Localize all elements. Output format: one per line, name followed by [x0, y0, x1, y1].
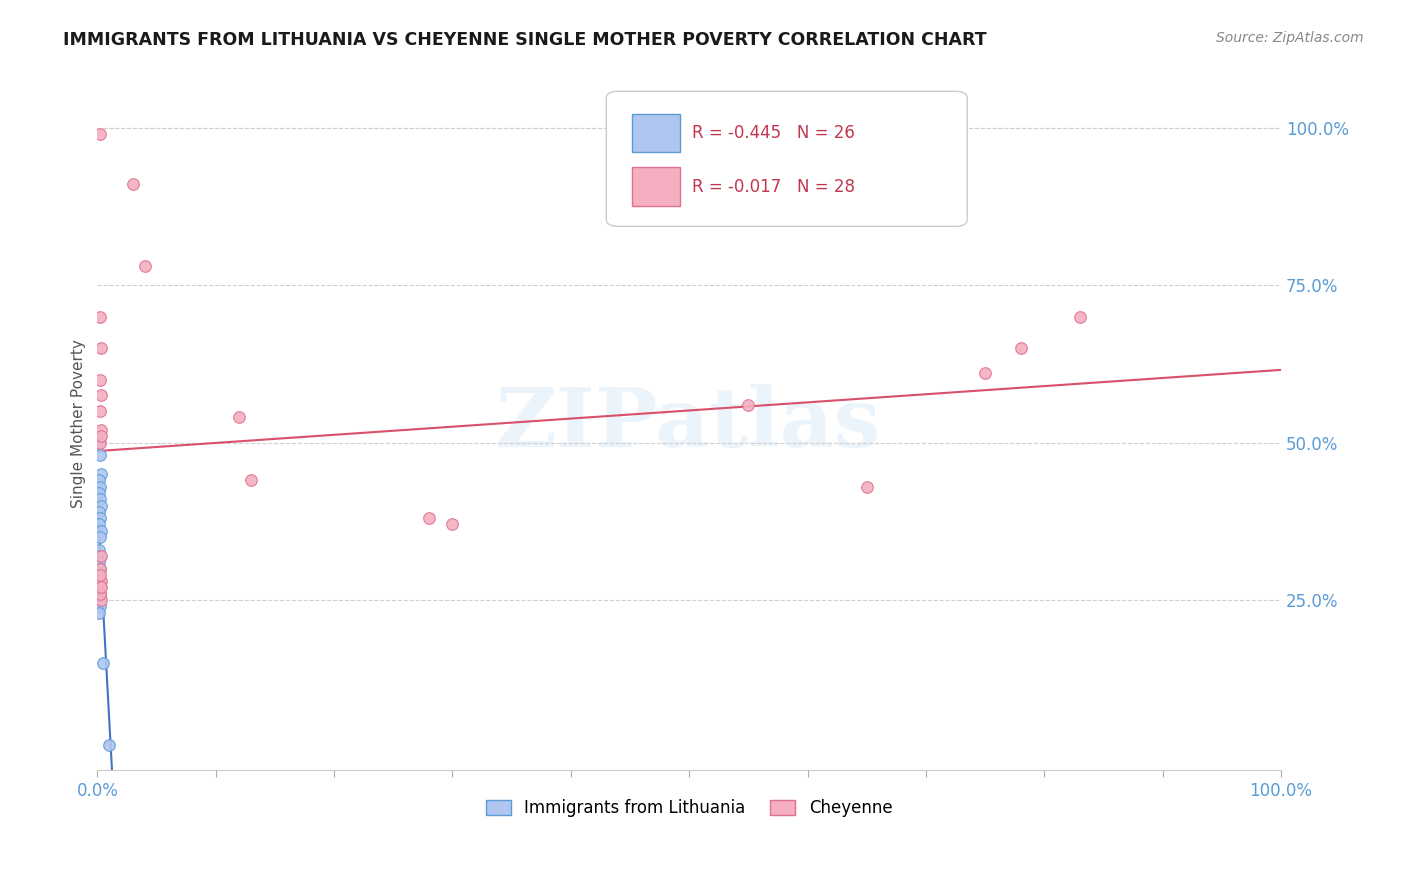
FancyBboxPatch shape [633, 114, 679, 153]
Y-axis label: Single Mother Poverty: Single Mother Poverty [72, 339, 86, 508]
Point [87, 593, 110, 607]
Point [87, 581, 110, 595]
Point [89, 492, 111, 507]
Point [87, 567, 110, 582]
Point [98, 738, 121, 752]
Point [90, 499, 112, 513]
Point [90, 388, 112, 402]
Point [87, 486, 110, 500]
Point [91, 656, 114, 670]
Point [89, 599, 111, 614]
Point [87, 517, 110, 532]
Point [87, 606, 110, 620]
Point [90, 524, 112, 538]
Point [90, 574, 112, 588]
Point [89, 511, 111, 525]
Point [89, 587, 111, 601]
Point [87, 435, 110, 450]
FancyBboxPatch shape [606, 91, 967, 227]
Point [89, 561, 111, 575]
Point [240, 474, 263, 488]
Point [89, 127, 111, 141]
Point [418, 511, 440, 525]
Point [89, 587, 111, 601]
Text: R = -0.445   N = 26: R = -0.445 N = 26 [692, 124, 855, 142]
Point [90, 341, 112, 355]
Point [89, 480, 111, 494]
Legend: Immigrants from Lithuania, Cheyenne: Immigrants from Lithuania, Cheyenne [479, 793, 898, 824]
Point [90, 467, 112, 481]
Point [1069, 310, 1091, 324]
Point [89, 404, 111, 418]
Point [855, 480, 877, 494]
Point [89, 574, 111, 588]
Point [228, 410, 250, 425]
Point [89, 530, 111, 544]
Point [90, 549, 112, 563]
Point [87, 542, 110, 557]
Point [87, 555, 110, 569]
FancyBboxPatch shape [633, 168, 679, 205]
Point [89, 310, 111, 324]
Point [737, 398, 759, 412]
Text: Source: ZipAtlas.com: Source: ZipAtlas.com [1216, 31, 1364, 45]
Point [1010, 341, 1032, 355]
Text: ZIPatlas: ZIPatlas [496, 384, 882, 464]
Point [89, 567, 111, 582]
Point [89, 373, 111, 387]
Point [90, 429, 112, 443]
Point [87, 505, 110, 519]
Point [89, 581, 111, 595]
Point [89, 435, 111, 450]
Point [89, 561, 111, 575]
Point [87, 474, 110, 488]
Point [90, 423, 112, 437]
Point [121, 178, 143, 192]
Point [974, 367, 997, 381]
Point [89, 448, 111, 462]
Text: R = -0.017   N = 28: R = -0.017 N = 28 [692, 178, 855, 196]
Point [441, 517, 464, 532]
Text: IMMIGRANTS FROM LITHUANIA VS CHEYENNE SINGLE MOTHER POVERTY CORRELATION CHART: IMMIGRANTS FROM LITHUANIA VS CHEYENNE SI… [63, 31, 987, 49]
Point [89, 549, 111, 563]
Point [134, 260, 156, 274]
Point [90, 593, 112, 607]
Point [90, 581, 112, 595]
